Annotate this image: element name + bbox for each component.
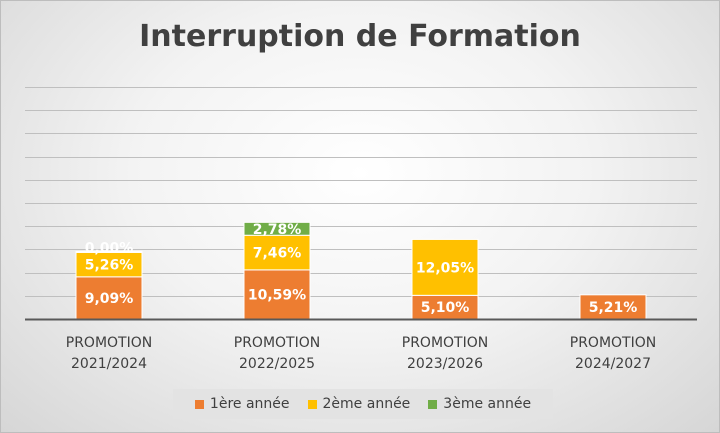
bar-segment xyxy=(243,269,311,320)
chart-title: Interruption de Formation xyxy=(139,19,581,54)
x-tick-label: 2021/2024 xyxy=(71,356,147,372)
data-label: 10,59% xyxy=(248,287,306,303)
x-tick-label: PROMOTION xyxy=(66,335,152,351)
legend-label: 2ème année xyxy=(322,396,411,412)
legend-label: 1ère année xyxy=(209,396,290,412)
bar-segment xyxy=(243,234,311,271)
legend-item: 3ème année xyxy=(428,396,531,412)
x-tick-label: 2023/2026 xyxy=(407,356,483,372)
data-label: 0,00% xyxy=(85,240,134,256)
legend-swatch xyxy=(307,399,317,409)
legend-swatch xyxy=(428,399,438,409)
legend-item: 2ème année xyxy=(307,396,411,412)
x-tick-label: PROMOTION xyxy=(234,335,320,351)
bar-segment xyxy=(411,238,479,296)
x-tick-label: PROMOTION xyxy=(570,335,656,351)
data-label: 2,78% xyxy=(253,222,302,238)
data-label: 5,26% xyxy=(85,258,134,274)
bar-segment xyxy=(243,221,311,236)
data-label: 5,21% xyxy=(589,300,638,316)
data-label: 7,46% xyxy=(253,246,302,262)
x-tick-label: 2024/2027 xyxy=(575,356,651,372)
bar-segment xyxy=(75,276,143,320)
legend-label: 3ème année xyxy=(443,396,532,412)
data-label: 12,05% xyxy=(416,260,474,276)
legend-swatch xyxy=(194,399,204,409)
bar-segment xyxy=(75,250,143,253)
data-label: 5,10% xyxy=(421,300,470,316)
x-tick-label: PROMOTION xyxy=(402,335,488,351)
legend: 1ère année 2ème année 3ème année xyxy=(173,389,553,419)
legend-item: 1ère année xyxy=(194,396,290,412)
x-tick-label: 2022/2025 xyxy=(239,356,315,372)
bar-segment xyxy=(75,251,143,278)
data-label: 9,09% xyxy=(85,291,134,307)
